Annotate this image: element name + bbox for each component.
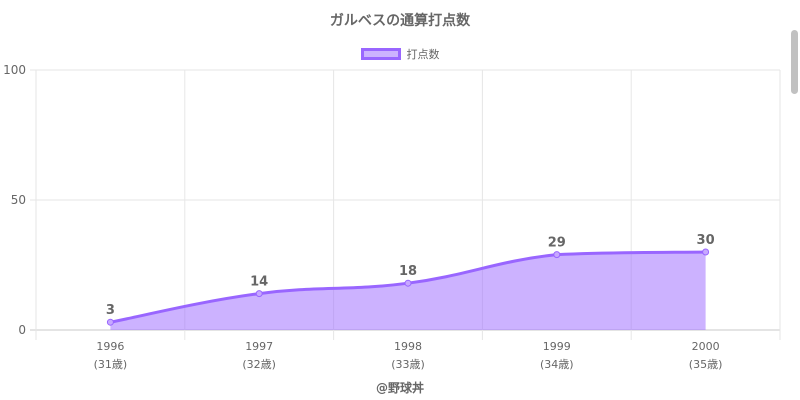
y-tick-label: 50 <box>11 193 26 207</box>
credit-text: @野球丼 <box>375 381 424 395</box>
chart-title: ガルベスの通算打点数 <box>329 13 471 29</box>
data-point <box>106 318 114 326</box>
legend-swatch <box>360 48 401 60</box>
data-label: 14 <box>250 275 268 290</box>
x-tick-sublabel: (31歳) <box>94 358 128 371</box>
x-tick-sublabel: (32歳) <box>242 358 276 371</box>
x-tick-sublabel: (33歳) <box>391 358 425 371</box>
legend-label: 打点数 <box>406 48 440 61</box>
data-point <box>404 279 412 287</box>
y-tick-label: 0 <box>18 323 26 337</box>
data-label: 3 <box>106 303 115 318</box>
data-point <box>255 290 263 298</box>
y-tick-label: 100 <box>3 63 26 77</box>
x-tick-label: 1996 <box>96 340 124 353</box>
data-label: 18 <box>399 264 417 279</box>
data-label: 30 <box>697 233 715 248</box>
data-point <box>702 248 710 256</box>
x-tick-sublabel: (35歳) <box>689 358 723 371</box>
legend[interactable]: 打点数 <box>0 45 800 63</box>
x-tick-sublabel: (34歳) <box>540 358 574 371</box>
series-area <box>110 252 706 330</box>
x-tick-label: 1998 <box>394 340 422 353</box>
scrollbar-thumb[interactable] <box>791 30 798 94</box>
data-point <box>553 251 561 259</box>
x-tick-label: 1999 <box>543 340 571 353</box>
data-label: 29 <box>548 236 566 251</box>
x-tick-label: 1997 <box>245 340 273 353</box>
x-tick-label: 2000 <box>692 340 720 353</box>
